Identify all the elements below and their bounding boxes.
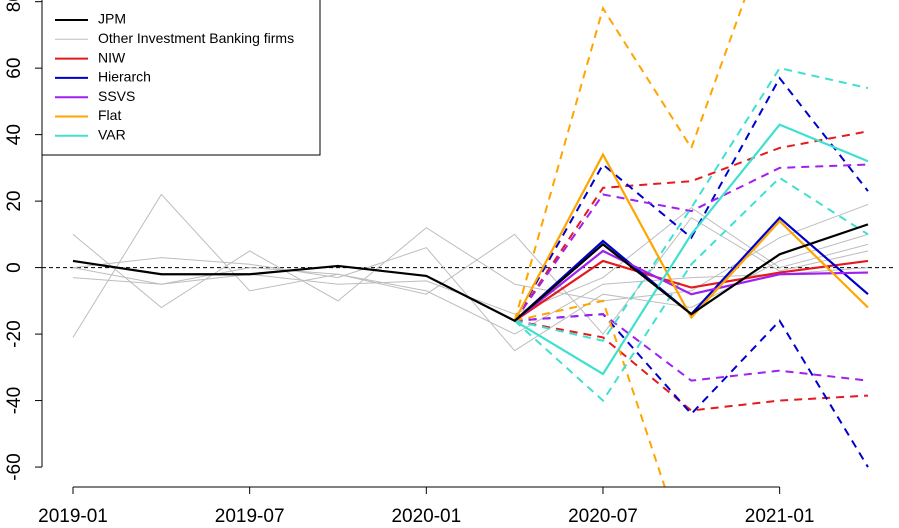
upper-band bbox=[513, 0, 746, 322]
legend-label: Flat bbox=[98, 107, 121, 123]
plot-area bbox=[42, 0, 895, 487]
lower-band bbox=[514, 313, 869, 468]
series-line bbox=[514, 123, 869, 376]
y-tick-label: -20 bbox=[4, 320, 25, 347]
legend-label: VAR bbox=[98, 127, 126, 143]
legend-label: SSVS bbox=[98, 88, 135, 104]
legend-label: JPM bbox=[98, 11, 126, 27]
y-tick-label: 40 bbox=[4, 124, 25, 145]
y-tick-label: 80 bbox=[4, 0, 25, 12]
lower-band bbox=[513, 176, 869, 403]
x-tick-label: 2019-01 bbox=[38, 506, 108, 527]
y-tick-label: -40 bbox=[4, 387, 25, 414]
axes: -60 -40 -20 0 20 40 60 80 2019-01 2019-07 2020-01 2… bbox=[4, 0, 815, 527]
x-tick-label: 2020-07 bbox=[568, 506, 638, 527]
upper-band bbox=[513, 163, 869, 322]
lower-band bbox=[514, 299, 666, 487]
lower-band bbox=[514, 313, 869, 382]
series-line bbox=[72, 223, 869, 323]
other-firm-line bbox=[72, 193, 869, 338]
series-line bbox=[514, 259, 869, 322]
upper-band bbox=[514, 67, 869, 342]
series-line bbox=[513, 152, 869, 322]
legend-label: Hierarch bbox=[98, 69, 151, 85]
lower-band bbox=[514, 319, 869, 412]
y-tick-label: 0 bbox=[4, 262, 25, 273]
x-tick-label: 2020-01 bbox=[391, 506, 461, 527]
legend: JPM Other Investment Banking firms NIW Hier… bbox=[41, 0, 321, 156]
y-tick-label: 60 bbox=[4, 58, 25, 79]
legend-box bbox=[41, 0, 321, 156]
x-tick-label: 2021-01 bbox=[745, 506, 815, 527]
y-tick-label: 20 bbox=[4, 191, 25, 212]
x-tick-label: 2019-07 bbox=[215, 506, 285, 527]
other-firm-line bbox=[72, 267, 869, 335]
legend-label: NIW bbox=[98, 49, 126, 65]
upper-band bbox=[513, 76, 869, 322]
y-tick-label: -60 bbox=[4, 453, 25, 480]
legend-label: Other Investment Banking firms bbox=[98, 30, 294, 46]
series-line bbox=[513, 249, 868, 322]
